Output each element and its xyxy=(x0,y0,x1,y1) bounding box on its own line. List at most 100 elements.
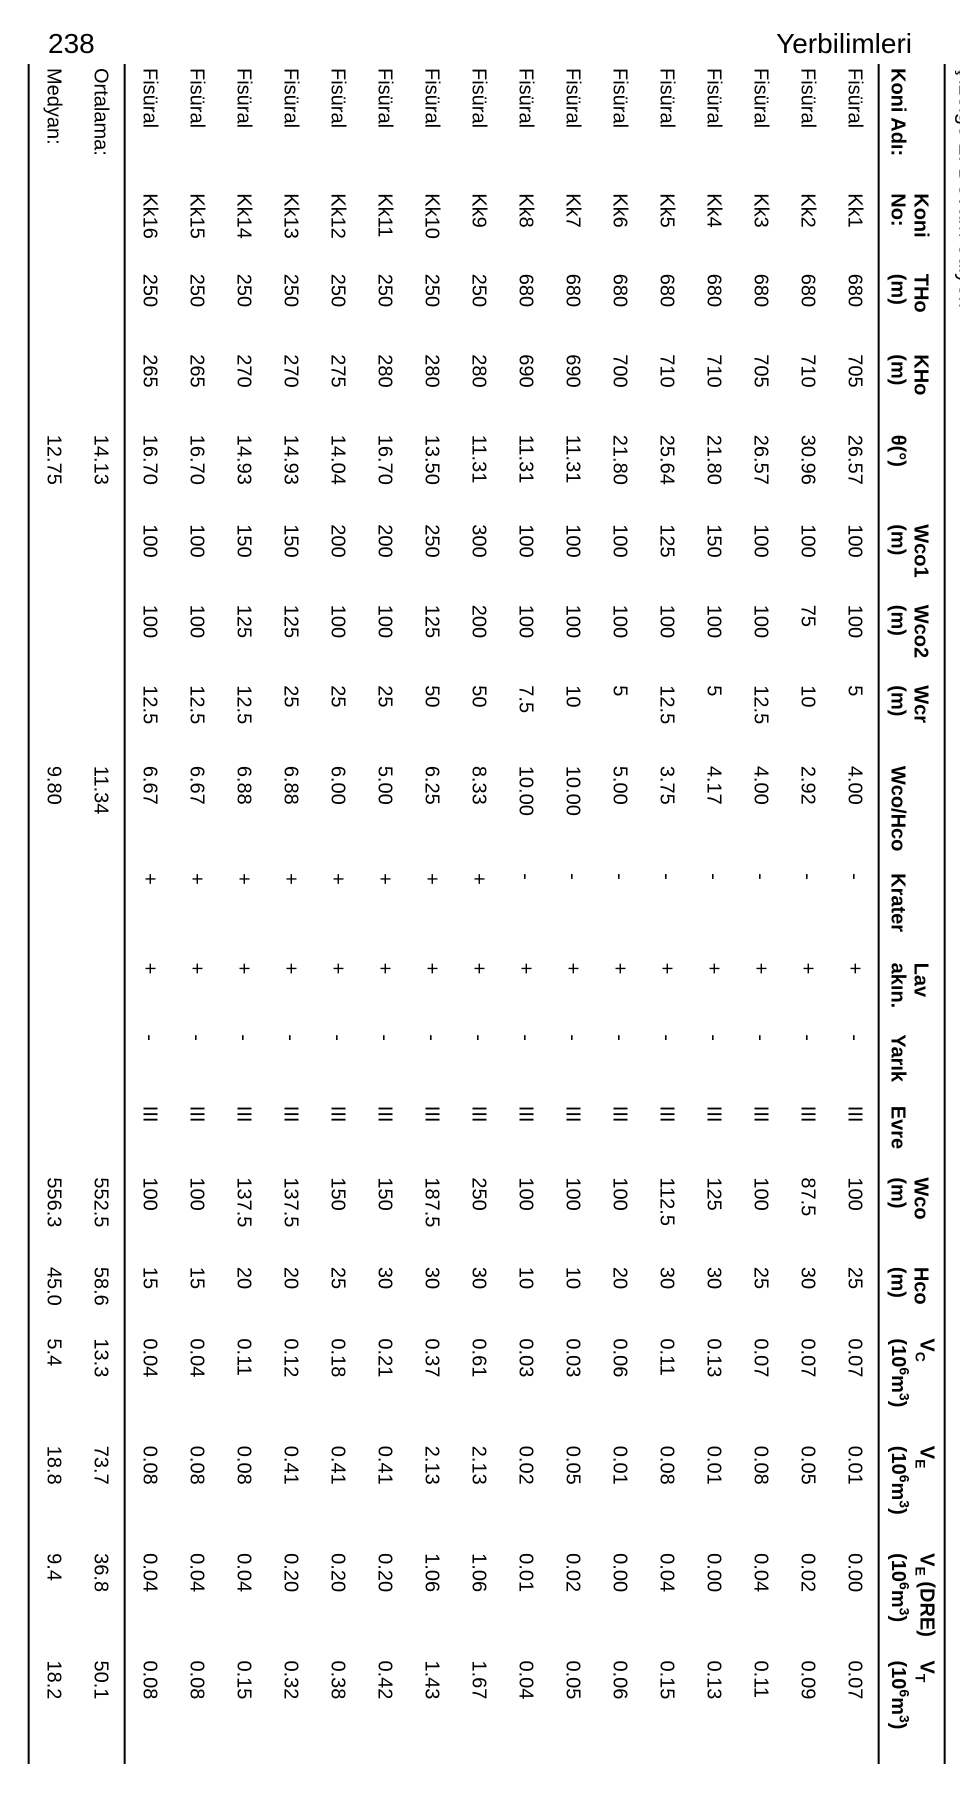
table-cell: Fisüral xyxy=(596,64,643,189)
table-cell: 250 xyxy=(220,270,267,351)
table-cell: - xyxy=(549,1030,596,1102)
table-cell: 26.57 xyxy=(737,431,784,520)
table-cell: 100 xyxy=(549,1173,596,1262)
table-cell: - xyxy=(502,1030,549,1102)
table-cell: - xyxy=(549,869,596,958)
table-cell: Kk10 xyxy=(408,189,455,270)
table-cell: 1.06 xyxy=(408,1549,455,1656)
table-cell: 100 xyxy=(596,1173,643,1262)
table-cell: 705 xyxy=(831,350,879,431)
table-cell: 6.00 xyxy=(314,762,361,869)
table-cell: - xyxy=(455,1030,502,1102)
table-cell: 250 xyxy=(455,270,502,351)
table-cell: Fisüral xyxy=(690,64,737,189)
table-cell: 26.57 xyxy=(831,431,879,520)
table-cell: III xyxy=(502,1102,549,1174)
table-row: FisüralKk368070526.5710010012.54.00-+-II… xyxy=(737,64,784,1764)
summary-row: Ortalama:14.1311.34552.558.613.373.736.8… xyxy=(77,64,125,1764)
table-cell: 100 xyxy=(737,520,784,601)
table-cell: 0.01 xyxy=(831,1442,879,1549)
table-cell: 0.01 xyxy=(502,1549,549,1656)
col-krater: Krater xyxy=(879,869,945,958)
table-cell: 200 xyxy=(314,520,361,601)
table-cell: 0.41 xyxy=(314,1442,361,1549)
table-cell: Kk14 xyxy=(220,189,267,270)
table-cell: 150 xyxy=(314,1173,361,1262)
table-cell: + xyxy=(737,959,784,1031)
table-cell: 12.5 xyxy=(737,681,784,762)
table-cell: 680 xyxy=(737,270,784,351)
table-cell: Fisüral xyxy=(643,64,690,189)
table-cell: 12.5 xyxy=(173,681,220,762)
table-cell: 100 xyxy=(173,601,220,682)
table-cell: III xyxy=(408,1102,455,1174)
table-cell: 100 xyxy=(549,520,596,601)
table-cell: 150 xyxy=(690,520,737,601)
table-cell: 50 xyxy=(455,681,502,762)
table-cell: 50.1 xyxy=(77,1657,125,1765)
table-cell: + xyxy=(125,959,173,1031)
table-cell: 45.0 xyxy=(29,1263,77,1335)
table-cell: Kk4 xyxy=(690,189,737,270)
table-cell: 25.64 xyxy=(643,431,690,520)
table-cell: 0.04 xyxy=(173,1334,220,1441)
table-cell: 100 xyxy=(549,601,596,682)
table-cell: 20 xyxy=(220,1263,267,1335)
table-cell: 100 xyxy=(173,1173,220,1262)
table-cell: 5.4 xyxy=(29,1334,77,1441)
table-cell: - xyxy=(267,1030,314,1102)
table-cell: 2.13 xyxy=(408,1442,455,1549)
running-head: 238 Yerbilimleri xyxy=(0,0,960,60)
table-cell: - xyxy=(125,1030,173,1102)
table-cell: 11.31 xyxy=(502,431,549,520)
table-cell: 6.88 xyxy=(220,762,267,869)
table-cell: 25 xyxy=(267,681,314,762)
table-cell: 0.01 xyxy=(596,1442,643,1549)
table-cell: 280 xyxy=(361,350,408,431)
table-cell: 20 xyxy=(596,1263,643,1335)
table-cell: Fisüral xyxy=(173,64,220,189)
table-cell: 710 xyxy=(643,350,690,431)
table-cell: 10 xyxy=(549,681,596,762)
table-cell: 100 xyxy=(502,601,549,682)
table-cell xyxy=(29,1030,77,1102)
table-cell: 100 xyxy=(831,520,879,601)
table-cell: 100 xyxy=(361,601,408,682)
table-cell: 0.04 xyxy=(502,1657,549,1765)
table-cell: 270 xyxy=(267,350,314,431)
table-cell: 250 xyxy=(314,270,361,351)
table-cell: Fisüral xyxy=(502,64,549,189)
table-cell: + xyxy=(549,959,596,1031)
table-cell: 100 xyxy=(737,1173,784,1262)
table-cell: 20 xyxy=(267,1263,314,1335)
table-cell: 0.08 xyxy=(173,1657,220,1765)
col-wcohco: Wco/Hco xyxy=(879,762,945,869)
table-cell: 0.41 xyxy=(267,1442,314,1549)
table-cell: 0.11 xyxy=(737,1657,784,1765)
table-cell: 137.5 xyxy=(267,1173,314,1262)
table-cell: Fisüral xyxy=(831,64,879,189)
col-evre: Evre xyxy=(879,1102,945,1174)
table-cell: 0.08 xyxy=(643,1442,690,1549)
table-cell xyxy=(29,681,77,762)
table-cell: 6.25 xyxy=(408,762,455,869)
col-yarik: Yarık xyxy=(879,1030,945,1102)
table-cell: 0.20 xyxy=(314,1549,361,1656)
table-cell: 690 xyxy=(549,350,596,431)
table-cell: 250 xyxy=(267,270,314,351)
table-cell: 0.05 xyxy=(549,1442,596,1549)
table-cell: 270 xyxy=(220,350,267,431)
table-cell: 0.11 xyxy=(643,1334,690,1441)
table-cell: 0.04 xyxy=(125,1549,173,1656)
table-cell: 14.93 xyxy=(220,431,267,520)
table-row: FisüralKk1125028016.70200100255.00++-III… xyxy=(361,64,408,1764)
table-cell: + xyxy=(267,869,314,958)
table-cell: 0.02 xyxy=(549,1549,596,1656)
table-cell: - xyxy=(220,1030,267,1102)
table-cell: 5 xyxy=(831,681,879,762)
col-wco: Wco(m) xyxy=(879,1173,945,1262)
table-cell: 0.07 xyxy=(831,1334,879,1441)
table-cell: 0.21 xyxy=(361,1334,408,1441)
table-cell: 680 xyxy=(596,270,643,351)
table-cell: + xyxy=(361,869,408,958)
